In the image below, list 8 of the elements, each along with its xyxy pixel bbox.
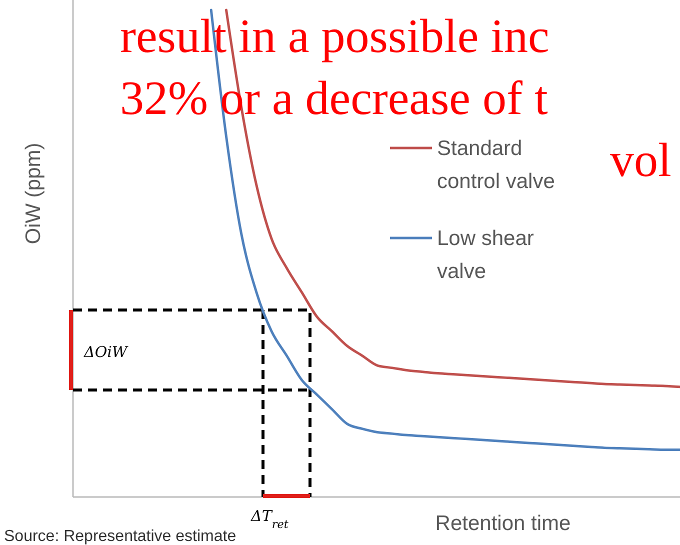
annotation: ΔOiW — [83, 343, 129, 361]
legend-label: Standard control valve — [437, 137, 555, 193]
annotation: vol — [610, 134, 672, 187]
legend-label: Low shear valve — [437, 227, 534, 283]
text: ΔT$_{ret}$ — [250, 507, 289, 530]
y-axis-title: OiW (ppm) — [22, 142, 45, 244]
source-note: Source: Representative estimate — [4, 528, 236, 545]
x-axis-title: Retention time — [435, 512, 571, 535]
